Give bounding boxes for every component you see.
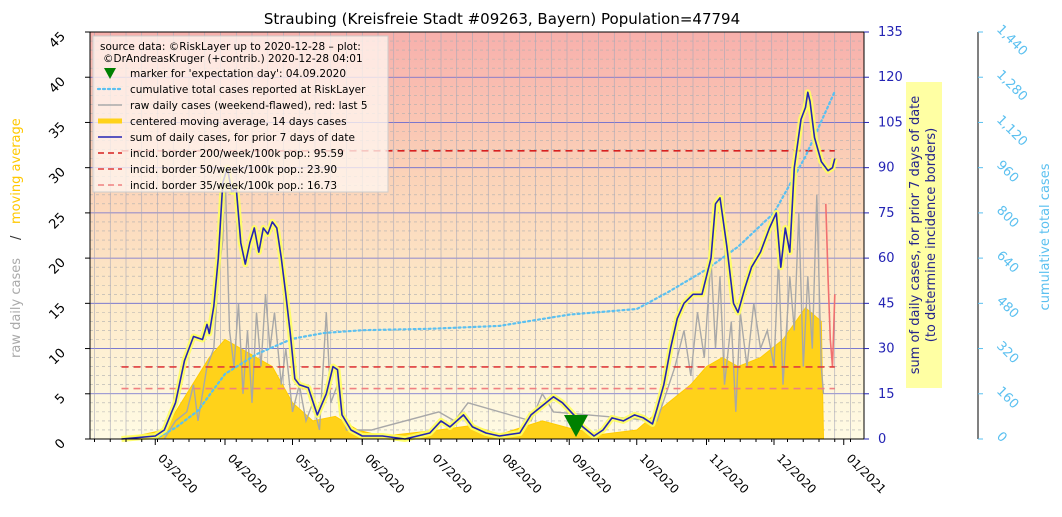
y-right2-tick-label: 320 bbox=[993, 339, 1021, 367]
y-right-tick-label: 0 bbox=[878, 432, 886, 447]
cumulative-cases-line bbox=[154, 90, 836, 441]
y-right2-tick-label: 0 bbox=[993, 429, 1009, 445]
legend-entry-label: incid. border 200/week/100k pop.: 95.59 bbox=[130, 148, 344, 160]
raw-daily-cases-last5-line bbox=[825, 203, 836, 367]
x-tick-label: 11/2020 bbox=[706, 451, 751, 496]
y-left-label-avg: moving average bbox=[9, 118, 24, 224]
y-left-tick-label: 30 bbox=[47, 165, 69, 187]
y-left-tick-label: 10 bbox=[47, 346, 69, 368]
legend: source data: ©RiskLayer up to 2020-12-28… bbox=[92, 35, 389, 193]
y-left-tick-label: 35 bbox=[47, 120, 69, 142]
y-right2-tick-label: 1,120 bbox=[993, 113, 1030, 150]
legend-source-line1: source data: ©RiskLayer up to 2020-12-28… bbox=[100, 41, 361, 53]
x-tick-label: 05/2020 bbox=[292, 451, 337, 496]
y-left-tick-label: 15 bbox=[47, 301, 69, 323]
y-left-tick-label: 40 bbox=[47, 74, 69, 96]
legend-entries: marker for 'expectation day': 04.09.2020… bbox=[96, 68, 368, 192]
y-left-tick-label: 20 bbox=[47, 255, 69, 277]
y-right2-tick-label: 160 bbox=[993, 384, 1021, 412]
x-tick-label: 06/2020 bbox=[362, 451, 407, 496]
y-left-tick-label: 45 bbox=[47, 29, 69, 51]
y-right2-tick-label: 1,280 bbox=[993, 67, 1030, 104]
legend-entry-label: incid. border 50/week/100k pop.: 23.90 bbox=[130, 164, 337, 176]
x-tick-label: 12/2020 bbox=[774, 451, 819, 496]
x-tick-label: 10/2020 bbox=[637, 451, 682, 496]
legend-swatch-marker bbox=[104, 68, 116, 79]
y-right-tick-label: 75 bbox=[878, 206, 895, 221]
legend-entry-label: incid. border 35/week/100k pop.: 16.73 bbox=[130, 180, 337, 192]
seven-day-sum-line bbox=[121, 91, 836, 440]
y-right-tick-label: 45 bbox=[878, 296, 895, 311]
y-right-label-line2: (to determine incidence borders) bbox=[924, 128, 939, 343]
legend-entry-label: centered moving average, 14 days cases bbox=[130, 116, 347, 128]
legend-entry-label: cumulative total cases reported at RiskL… bbox=[130, 84, 366, 96]
y-right2-tick-label: 640 bbox=[993, 248, 1021, 276]
plot-frame bbox=[89, 31, 865, 440]
x-tick-label: 04/2020 bbox=[225, 451, 270, 496]
y-right-tick-label: 135 bbox=[878, 25, 903, 40]
legend-entry-label: raw daily cases (weekend-flawed), red: l… bbox=[130, 100, 368, 112]
y-right2-tick-label: 1,440 bbox=[993, 22, 1030, 59]
x-tick-label: 09/2020 bbox=[569, 451, 614, 496]
x-tick-label: 01/2021 bbox=[844, 451, 889, 496]
y-right2-tick-label: 480 bbox=[993, 294, 1021, 322]
x-tick-label: 08/2020 bbox=[499, 451, 544, 496]
x-tick-label: 03/2020 bbox=[155, 451, 200, 496]
y-left-label-sep: / bbox=[9, 235, 24, 240]
y-right-tick-label: 15 bbox=[878, 387, 895, 402]
y-left-tick-label: 5 bbox=[52, 391, 68, 407]
legend-entry-label: sum of daily cases, for prior 7 days of … bbox=[130, 132, 355, 144]
x-tick-label: 07/2020 bbox=[430, 451, 475, 496]
y-right-tick-label: 120 bbox=[878, 70, 903, 85]
y-right-label-line1: sum of daily cases, for prior 7 days of … bbox=[908, 96, 923, 375]
data-marks bbox=[121, 89, 838, 442]
y-right-tick-label: 105 bbox=[878, 115, 903, 130]
y-left-label-raw: raw daily cases bbox=[9, 258, 24, 358]
legend-entry-label: marker for 'expectation day': 04.09.2020 bbox=[130, 68, 346, 80]
legend-box bbox=[92, 35, 389, 193]
y-right-label-highlight bbox=[906, 82, 942, 388]
chart-title: Straubing (Kreisfreie Stadt #09263, Baye… bbox=[264, 10, 740, 28]
y-right-tick-label: 60 bbox=[878, 251, 895, 266]
y-left-tick-label: 0 bbox=[52, 436, 68, 452]
legend-source-line2: ©DrAndreasKruger (+contrib.) 2020-12-28 … bbox=[103, 53, 363, 65]
y-right-tick-label: 90 bbox=[878, 161, 895, 176]
y-left-tick-label: 25 bbox=[47, 210, 69, 232]
expectation-day-marker bbox=[564, 415, 588, 437]
y-right2-label: cumulative total cases bbox=[1038, 163, 1053, 310]
y-right2-tick-label: 960 bbox=[993, 158, 1021, 186]
y-right-tick-label: 30 bbox=[878, 342, 895, 357]
y-right2-tick-label: 800 bbox=[993, 203, 1021, 231]
